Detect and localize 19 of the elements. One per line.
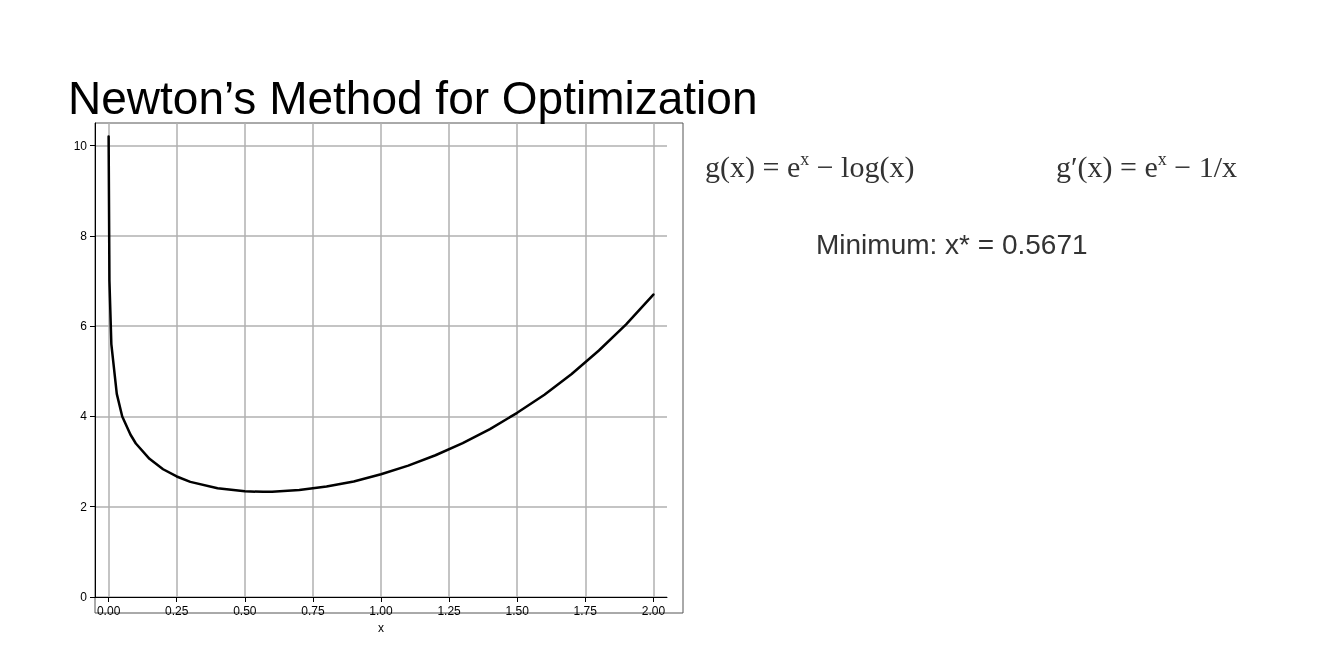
x-tick-label: 1.50 <box>505 604 530 618</box>
y-tick-label: 10 <box>73 138 88 153</box>
x-tick-label: 2.00 <box>641 604 666 618</box>
x-tick-label: 0.00 <box>96 604 121 618</box>
x-tick-label: 1.25 <box>437 604 462 618</box>
y-tick-label: 4 <box>80 409 88 424</box>
x-tick-label: 0.75 <box>301 604 325 618</box>
y-tick-label: 8 <box>80 228 88 243</box>
chart-title: Newton’s Method for Optimization <box>68 72 758 124</box>
x-axis-title: x <box>378 620 384 635</box>
x-tick-label: 0.50 <box>233 604 257 618</box>
x-tick-label: 1.75 <box>573 604 598 618</box>
x-tick-label: 1.00 <box>369 604 393 618</box>
line-series <box>107 135 655 494</box>
y-tick-label: 6 <box>80 319 88 334</box>
y-tick-label: 0 <box>80 590 88 604</box>
y-tick-label: 2 <box>80 499 88 514</box>
x-tick-label: 0.25 <box>165 604 189 618</box>
text: Minimum: x* = 0.5671 <box>816 228 1088 260</box>
